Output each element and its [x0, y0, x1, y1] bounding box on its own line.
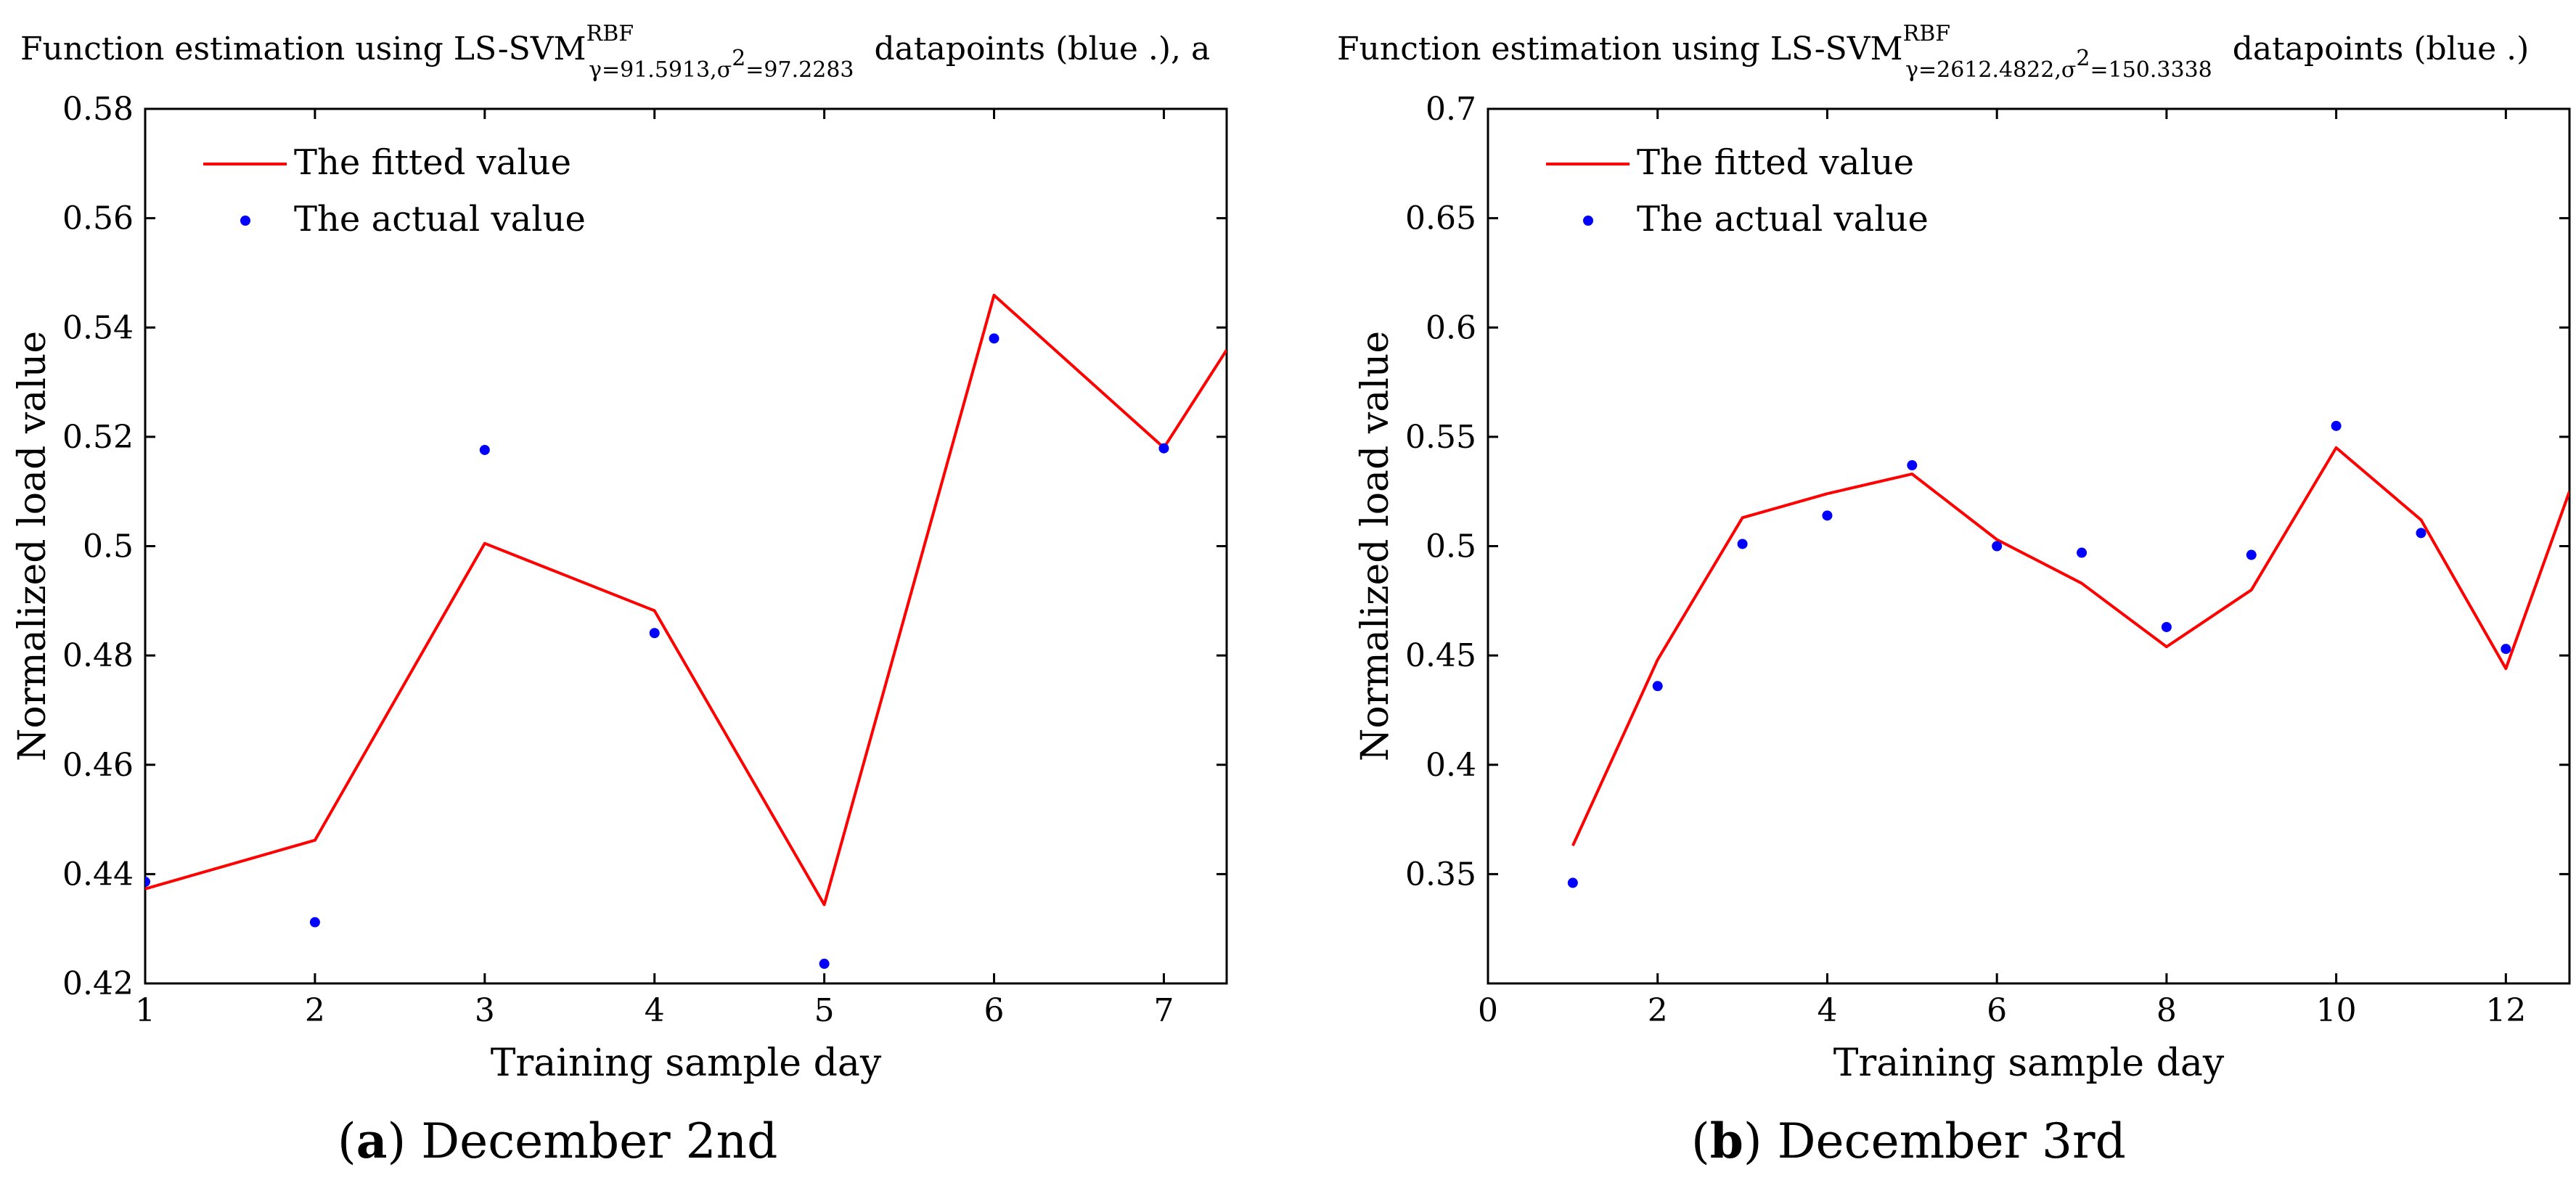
- title-superscript: RBF: [586, 21, 634, 46]
- x-tick-label: 12: [2485, 992, 2526, 1029]
- actual-value-point: [1567, 877, 1578, 888]
- y-tick-label: 0.6: [1426, 309, 1476, 346]
- actual-value-point: [2077, 547, 2088, 558]
- x-tick-label: 10: [2316, 992, 2357, 1029]
- actual-value-point: [1737, 539, 1748, 549]
- y-tick-label: 0.54: [62, 309, 134, 346]
- legend-label: The actual value: [294, 199, 586, 240]
- y-tick-label: 0.45: [1405, 637, 1476, 674]
- plot-area: [1567, 420, 2569, 888]
- y-tick-label: 0.55: [1405, 419, 1476, 456]
- plot-area: [145, 293, 1227, 969]
- x-tick-label: 0: [1478, 992, 1498, 1029]
- x-tick-label: 5: [814, 992, 835, 1029]
- legend-label: The fitted value: [294, 142, 571, 183]
- plot-frame: [144, 107, 1228, 985]
- x-tick-label: 4: [1817, 992, 1837, 1029]
- caption-text: December 3rd: [1762, 1113, 2126, 1169]
- actual-value-point: [309, 917, 320, 928]
- title-subscript-exp: 2: [732, 46, 745, 71]
- y-tick-label: 0.58: [62, 91, 134, 128]
- chart-panel-b: Function estimation using LS-SVMRBF γ=261…: [1337, 21, 2571, 1169]
- title-subscript-value: =150.3338: [2090, 57, 2212, 83]
- y-tick-label: 0.4: [1426, 747, 1476, 784]
- y-tick-label: 0.52: [62, 419, 134, 456]
- x-axis-label: Training sample day: [1833, 1041, 2225, 1085]
- figure-caption: (a) December 2nd: [338, 1113, 777, 1169]
- fitted-value-line: [1571, 446, 2569, 847]
- actual-value-point: [145, 876, 150, 887]
- caption-letter: b: [1710, 1113, 1743, 1169]
- caption-letter: a: [356, 1113, 388, 1169]
- actual-value-point: [1992, 541, 2003, 552]
- title-subscript-value: =97.2283: [745, 57, 854, 83]
- caption-text: December 2nd: [406, 1113, 777, 1169]
- x-tick-label: 7: [1153, 992, 1174, 1029]
- caption-paren-open: (: [1691, 1113, 1710, 1169]
- caption-paren-close: ): [1743, 1113, 1762, 1169]
- title-subscript: γ=2612.4822,σ: [1905, 57, 2076, 83]
- actual-value-point: [1907, 460, 1918, 471]
- actual-value-point: [479, 444, 490, 455]
- title-prefix: Function estimation using: [20, 30, 454, 67]
- y-tick-label: 0.46: [62, 747, 134, 784]
- legend-marker-swatch: [240, 216, 250, 226]
- x-tick-label: 6: [984, 992, 1005, 1029]
- y-tick-label: 0.48: [62, 637, 134, 674]
- x-axis-label: Training sample day: [491, 1041, 882, 1085]
- chart-title: Function estimation using LS-SVMRBF γ=261…: [1337, 21, 2529, 83]
- actual-value-point: [1822, 510, 1833, 521]
- actual-value-point: [1158, 443, 1169, 454]
- fitted-value-line: [145, 293, 1227, 906]
- actual-value-point: [989, 333, 999, 344]
- x-tick-label: 8: [2156, 992, 2177, 1029]
- actual-value-point: [649, 628, 660, 639]
- y-axis-label: Normalized load value: [11, 331, 54, 761]
- caption-paren-open: (: [338, 1113, 356, 1169]
- title-suffix: datapoints (blue .): [2223, 30, 2530, 67]
- legend-marker-swatch: [1583, 216, 1593, 226]
- chart-panel-a: Function estimation using LS-SVMRBF γ=91.…: [11, 21, 1228, 1169]
- y-tick-label: 0.65: [1405, 200, 1476, 237]
- actual-value-point: [2416, 528, 2426, 539]
- title-subscript: γ=91.5913,σ: [589, 57, 732, 83]
- title-model: LS-SVM: [1770, 30, 1903, 67]
- actual-value-point: [2161, 621, 2172, 632]
- x-tick-label: 3: [475, 992, 495, 1029]
- y-tick-label: 0.5: [1426, 528, 1476, 565]
- actual-value-point: [1652, 681, 1663, 692]
- y-tick-label: 0.56: [62, 200, 134, 237]
- x-tick-label: 1: [135, 992, 155, 1029]
- x-tick-label: 4: [645, 992, 665, 1029]
- title-model: LS-SVM: [454, 30, 586, 67]
- actual-value-point: [2331, 420, 2342, 431]
- title-superscript: RBF: [1903, 21, 1950, 46]
- x-tick-label: 2: [305, 992, 325, 1029]
- y-tick-label: 0.7: [1426, 91, 1476, 128]
- y-tick-label: 0.35: [1405, 856, 1476, 893]
- x-tick-label: 2: [1648, 992, 1668, 1029]
- actual-value-point: [2501, 644, 2511, 655]
- title-subscript-exp: 2: [2076, 46, 2090, 71]
- actual-value-point: [2246, 549, 2257, 560]
- title-suffix: datapoints (blue .), a: [864, 30, 1211, 67]
- legend-label: The actual value: [1637, 199, 1929, 240]
- title-prefix: Function estimation using: [1337, 30, 1770, 67]
- x-tick-label: 6: [1987, 992, 2007, 1029]
- caption-paren-close: ): [388, 1113, 406, 1169]
- y-tick-label: 0.42: [62, 965, 134, 1002]
- plot-frame: [1487, 107, 2571, 985]
- chart-title: Function estimation using LS-SVMRBF γ=91.…: [20, 21, 1210, 83]
- y-axis-label: Normalized load value: [1354, 331, 1397, 761]
- y-tick-label: 0.5: [83, 528, 134, 565]
- y-tick-label: 0.44: [62, 856, 134, 893]
- legend-label: The fitted value: [1637, 142, 1914, 183]
- figure-caption: (b) December 3rd: [1691, 1113, 2126, 1169]
- actual-value-point: [819, 958, 830, 969]
